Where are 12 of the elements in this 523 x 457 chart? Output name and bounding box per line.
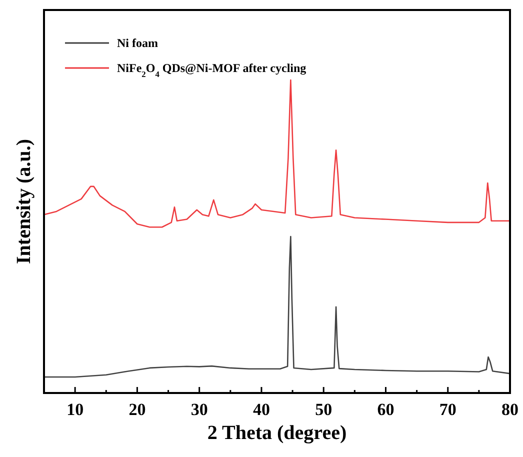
- y-axis-title: Intensity (a.u.): [13, 138, 35, 264]
- x-tick-label: 10: [66, 400, 84, 419]
- x-tick-label: 70: [439, 400, 456, 419]
- x-axis-title: 2 Theta (degree): [207, 422, 347, 444]
- legend-label: NiFe$_{2}$O$_{4}$ QDs@Ni-MOF after cycling: [117, 61, 306, 78]
- x-tick-label: 80: [502, 400, 518, 419]
- x-tick-label: 50: [315, 400, 332, 419]
- x-tick-label: 30: [190, 400, 208, 419]
- x-tick-label: 20: [128, 400, 146, 419]
- x-tick-label: 60: [377, 400, 394, 419]
- legend-label: Ni foam: [117, 36, 158, 50]
- x-tick-label: 40: [252, 400, 270, 419]
